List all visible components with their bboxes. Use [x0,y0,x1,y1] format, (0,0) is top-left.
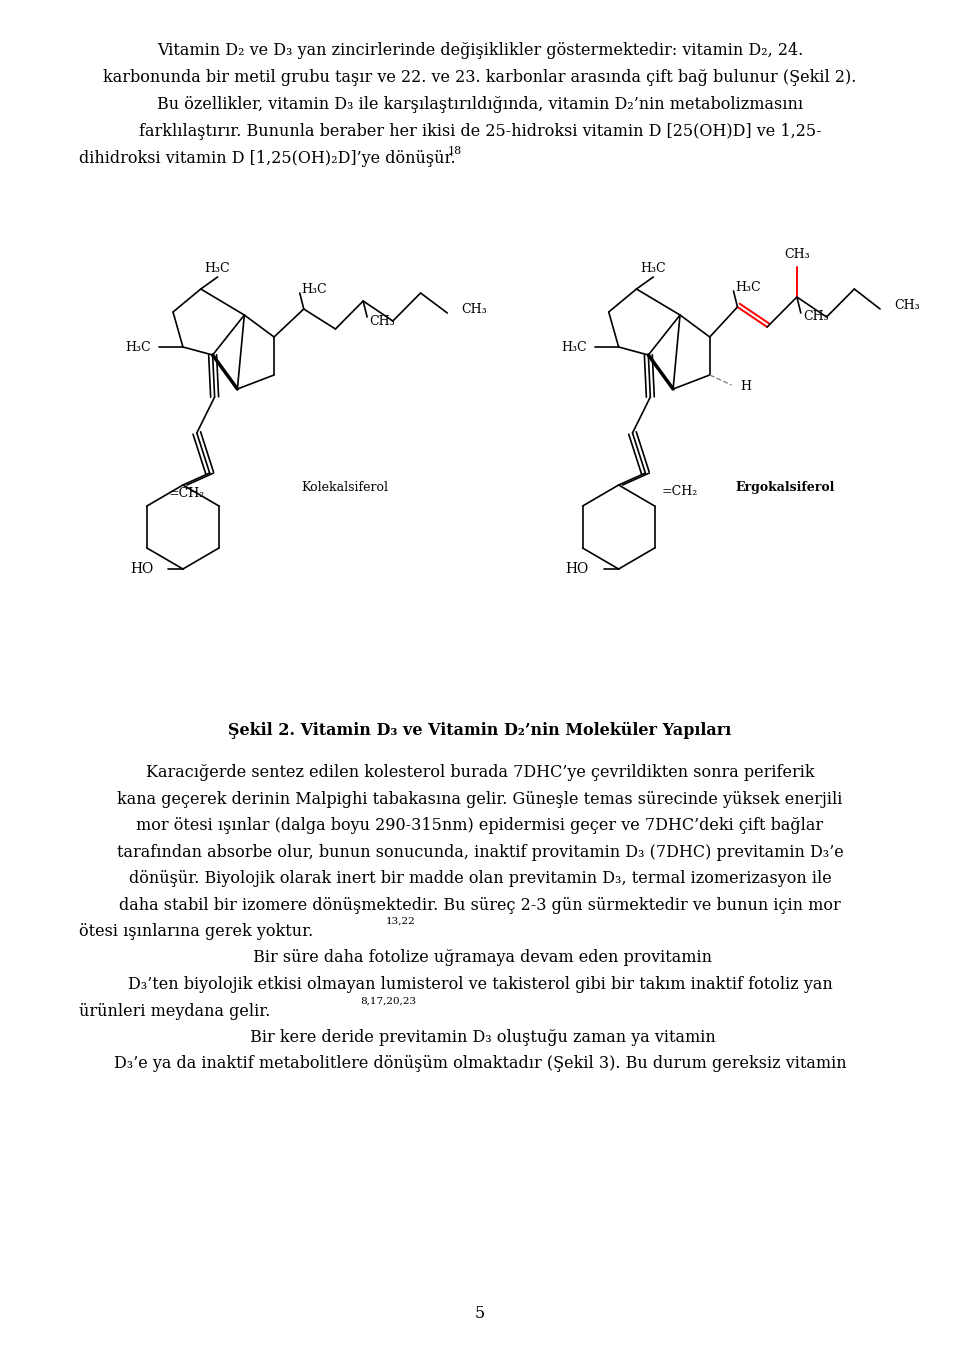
Text: =CH₂: =CH₂ [168,487,204,499]
Text: CH₃: CH₃ [894,299,920,312]
Text: Kolekalsiferol: Kolekalsiferol [301,480,389,494]
Text: Vitamin D₂ ve D₃ yan zincirlerinde değişiklikler göstermektedir: vitamin D₂, 24.: Vitamin D₂ ve D₃ yan zincirlerinde değiş… [156,42,804,58]
Text: D₃’e ya da inaktif metabolitlere dönüşüm olmaktadır (Şekil 3). Bu durum gereksiz: D₃’e ya da inaktif metabolitlere dönüşüm… [113,1056,847,1072]
Text: ürünleri meydana gelir.: ürünleri meydana gelir. [79,1003,271,1019]
Text: D₃’ten biyolojik etkisi olmayan lumisterol ve takisterol gibi bir takım inaktif : D₃’ten biyolojik etkisi olmayan lumister… [128,976,832,993]
Text: daha stabil bir izomere dönüşmektedir. Bu süreç 2-3 gün sürmektedir ve bunun içi: daha stabil bir izomere dönüşmektedir. B… [119,897,841,913]
Text: H₃C: H₃C [562,341,587,354]
Text: CH₃: CH₃ [784,247,809,261]
Text: karbonunda bir metil grubu taşır ve 22. ve 23. karbonlar arasında çift bağ bulun: karbonunda bir metil grubu taşır ve 22. … [104,69,856,85]
Text: HO: HO [130,562,154,575]
Text: dihidroksi vitamin D [1,25(OH)₂D]’ye dönüşür.: dihidroksi vitamin D [1,25(OH)₂D]’ye dön… [79,151,456,167]
Text: tarafından absorbe olur, bunun sonucunda, inaktif provitamin D₃ (7DHC) previtami: tarafından absorbe olur, bunun sonucunda… [116,844,844,860]
Text: ötesi ışınlarına gerek yoktur.: ötesi ışınlarına gerek yoktur. [79,923,313,940]
Text: Bu özellikler, vitamin D₃ ile karşılaştırıldığında, vitamin D₂’nin metabolizması: Bu özellikler, vitamin D₃ ile karşılaştı… [156,96,804,113]
Text: 5: 5 [475,1305,485,1322]
Text: CH₃: CH₃ [461,303,487,315]
Text: HO: HO [565,562,588,575]
Text: Bir süre daha fotolize uğramaya devam eden provitamin: Bir süre daha fotolize uğramaya devam ed… [248,950,712,966]
Text: dönüşür. Biyolojik olarak inert bir madde olan previtamin D₃, termal izomerizasy: dönüşür. Biyolojik olarak inert bir madd… [129,870,831,887]
Text: H: H [740,380,752,394]
Text: 18: 18 [447,147,462,156]
Text: H₃C: H₃C [204,262,230,275]
Text: H₃C: H₃C [735,281,761,293]
Text: CH₃: CH₃ [369,315,395,327]
Text: H₃C: H₃C [301,282,327,296]
Text: H₃C: H₃C [126,341,152,354]
Text: Ergokalsiferol: Ergokalsiferol [735,480,835,494]
Text: =CH₂: =CH₂ [661,484,698,498]
Text: Bir kere deride previtamin D₃ oluştuğu zaman ya vitamin: Bir kere deride previtamin D₃ oluştuğu z… [245,1029,715,1046]
Text: Şekil 2. Vitamin D₃ ve Vitamin D₂’nin Moleküler Yapıları: Şekil 2. Vitamin D₃ ve Vitamin D₂’nin Mo… [228,722,732,740]
Text: CH₃: CH₃ [803,311,828,323]
Text: Karacığerde sentez edilen kolesterol burada 7DHC’ye çevrildikten sonra periferik: Karacığerde sentez edilen kolesterol bur… [146,764,814,782]
Text: mor ötesi ışınlar (dalga boyu 290-315nm) epidermisi geçer ve 7DHC’deki çift bağl: mor ötesi ışınlar (dalga boyu 290-315nm)… [136,817,824,835]
Text: H₃C: H₃C [640,262,666,275]
Text: kana geçerek derinin Malpighi tabakasına gelir. Güneşle temas sürecinde yüksek e: kana geçerek derinin Malpighi tabakasına… [117,791,843,807]
Text: 13,22: 13,22 [386,917,416,925]
Text: farklılaştırır. Bununla beraber her ikisi de 25-hidroksi vitamin D [25(OH)D] ve : farklılaştırır. Bununla beraber her ikis… [138,123,822,140]
Text: 8,17,20,23: 8,17,20,23 [360,996,417,1006]
